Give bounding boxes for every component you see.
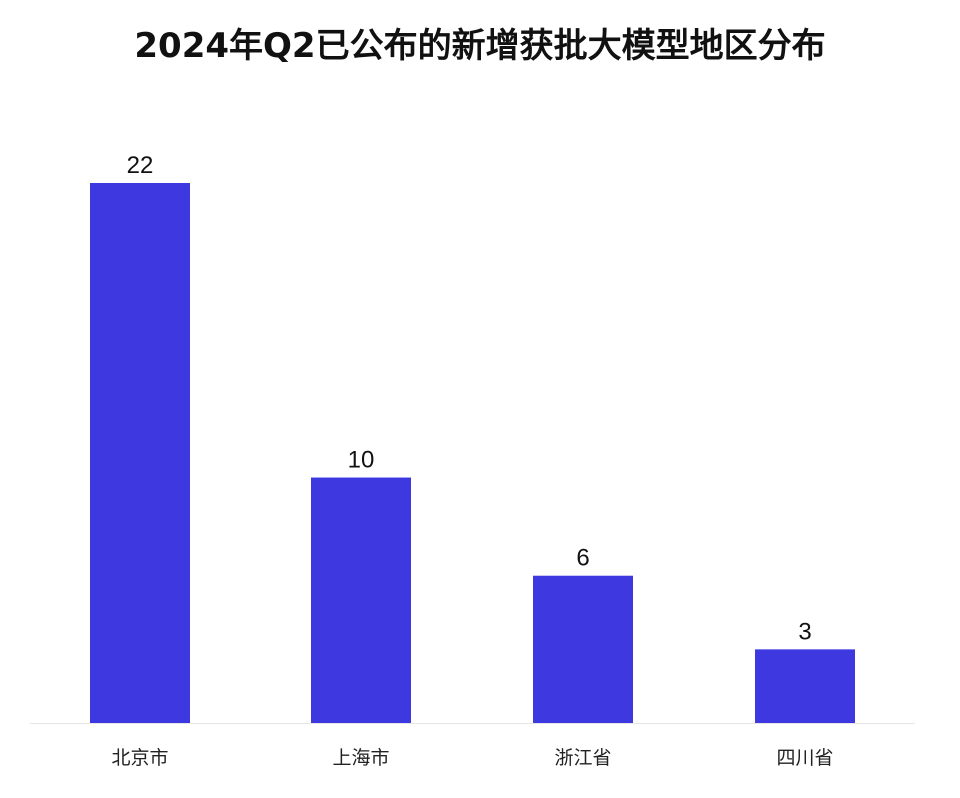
value-label-4: 3 (798, 618, 811, 645)
bars-group (90, 183, 855, 723)
bar-3 (533, 575, 633, 723)
bar-1 (90, 183, 190, 723)
value-label-2: 10 (348, 447, 375, 474)
value-labels-group: 22 10 6 3 (127, 152, 812, 645)
x-tick-label-1: 北京市 (111, 747, 168, 769)
value-label-1: 22 (127, 152, 154, 179)
x-tick-labels-group: 北京市 上海市 浙江省 四川省 (111, 747, 833, 769)
chart-title: 2024年Q2已公布的新增获批大模型地区分布 (134, 26, 826, 66)
bar-4 (755, 649, 855, 723)
x-tick-label-4: 四川省 (776, 747, 833, 769)
value-label-3: 6 (576, 545, 589, 572)
x-tick-label-2: 上海市 (332, 747, 389, 769)
x-tick-label-3: 浙江省 (554, 747, 611, 769)
bar-2 (311, 477, 411, 723)
